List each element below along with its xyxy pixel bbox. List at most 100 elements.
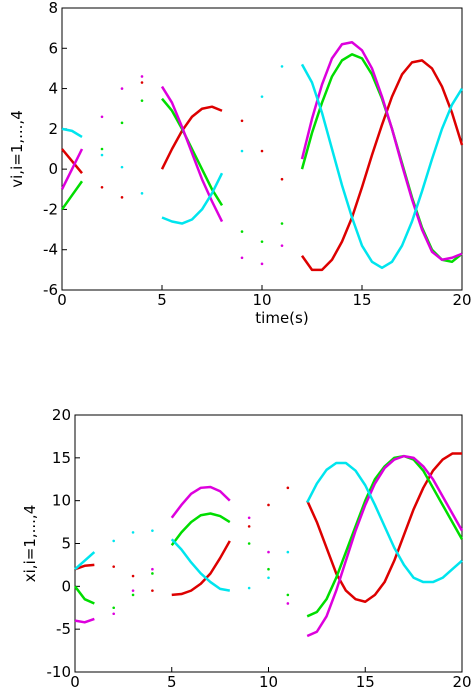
series-line bbox=[74, 585, 95, 605]
x-tick-label: 0 bbox=[57, 291, 67, 309]
data-point bbox=[267, 503, 270, 507]
plot-frame bbox=[74, 414, 463, 673]
data-point bbox=[280, 222, 284, 225]
x-tick-label: 15 bbox=[356, 673, 375, 688]
data-point bbox=[247, 525, 251, 528]
data-point bbox=[131, 574, 135, 578]
data-point bbox=[131, 531, 135, 534]
data-point bbox=[151, 567, 154, 571]
data-point bbox=[286, 602, 290, 605]
series-line bbox=[170, 512, 231, 546]
y-tick-label: -4 bbox=[43, 241, 58, 259]
y-tick-label: -6 bbox=[43, 281, 58, 299]
data-point bbox=[286, 486, 290, 490]
series-line bbox=[306, 461, 463, 584]
series-line bbox=[306, 452, 462, 604]
y-axis-label: xi,i=1,...,4 bbox=[21, 505, 39, 582]
data-point bbox=[151, 572, 154, 575]
data-point bbox=[112, 539, 115, 543]
x-tick-label: 10 bbox=[252, 291, 271, 309]
x-tick-label: 0 bbox=[70, 673, 80, 688]
data-point bbox=[286, 593, 290, 597]
data-point bbox=[140, 75, 144, 78]
y-tick-label: 2 bbox=[48, 120, 58, 138]
series-line bbox=[306, 454, 464, 638]
data-point bbox=[140, 99, 144, 102]
y-tick-label: 8 bbox=[48, 0, 58, 17]
series-line bbox=[300, 53, 463, 264]
series-line bbox=[60, 148, 84, 190]
data-point bbox=[260, 240, 264, 243]
data-point bbox=[112, 606, 115, 610]
data-point bbox=[100, 153, 104, 157]
x-tick-label: 20 bbox=[452, 673, 471, 688]
data-point bbox=[120, 165, 124, 169]
data-point bbox=[247, 586, 251, 590]
series-line bbox=[60, 180, 84, 211]
series-line bbox=[306, 454, 464, 618]
series-line bbox=[160, 105, 223, 170]
x-tick-label: 5 bbox=[157, 291, 167, 309]
series-line bbox=[160, 85, 224, 223]
y-tick-label: -5 bbox=[56, 620, 71, 638]
data-point bbox=[260, 149, 264, 153]
data-point bbox=[100, 115, 104, 119]
data-point bbox=[140, 81, 144, 84]
data-point bbox=[120, 121, 124, 125]
series-line bbox=[300, 59, 464, 272]
x-tick-label: 20 bbox=[452, 291, 471, 309]
data-point bbox=[280, 244, 284, 247]
x-tick-label: 10 bbox=[259, 673, 278, 688]
data-point bbox=[240, 119, 244, 123]
data-point bbox=[151, 589, 154, 592]
data-point bbox=[131, 589, 135, 592]
x-axis-label: time(s) bbox=[255, 309, 308, 327]
series-line bbox=[61, 127, 83, 138]
data-point bbox=[247, 542, 251, 545]
y-tick-label: 0 bbox=[61, 577, 71, 595]
data-point bbox=[247, 516, 251, 520]
data-point bbox=[240, 149, 244, 153]
data-point bbox=[151, 529, 154, 532]
series-line bbox=[61, 148, 83, 174]
data-point bbox=[120, 87, 124, 90]
data-point bbox=[100, 147, 104, 151]
y-axis-label: vi,i=1,...,4 bbox=[8, 110, 26, 187]
data-point bbox=[260, 262, 264, 266]
series-line bbox=[161, 172, 224, 225]
y-tick-label: 0 bbox=[48, 160, 58, 178]
data-point bbox=[240, 230, 244, 233]
data-point bbox=[260, 95, 264, 98]
series-line bbox=[300, 40, 463, 262]
data-point bbox=[267, 567, 270, 571]
data-point bbox=[131, 593, 135, 597]
y-tick-label: 10 bbox=[52, 492, 71, 510]
y-tick-label: 5 bbox=[61, 535, 71, 553]
x-tick-label: 5 bbox=[167, 673, 177, 688]
data-point bbox=[280, 177, 284, 181]
series-line bbox=[170, 538, 231, 592]
series-line bbox=[161, 97, 224, 207]
data-point bbox=[267, 576, 270, 580]
data-point bbox=[240, 256, 244, 260]
data-point bbox=[280, 65, 284, 68]
series-line bbox=[170, 485, 231, 519]
series-line bbox=[300, 63, 464, 270]
y-tick-label: -10 bbox=[47, 663, 72, 681]
series-line bbox=[74, 563, 95, 571]
data-point bbox=[112, 612, 115, 616]
data-point bbox=[267, 550, 270, 554]
series-line bbox=[74, 551, 96, 571]
series-line bbox=[171, 540, 231, 597]
data-point bbox=[112, 565, 115, 568]
data-point bbox=[120, 196, 124, 199]
y-tick-label: 15 bbox=[52, 449, 71, 467]
y-tick-label: 6 bbox=[48, 39, 58, 57]
data-point bbox=[100, 185, 104, 189]
data-point bbox=[286, 550, 290, 554]
y-tick-label: 4 bbox=[48, 80, 58, 98]
y-tick-label: -2 bbox=[43, 200, 58, 218]
y-tick-label: 20 bbox=[52, 406, 71, 424]
data-point bbox=[140, 192, 144, 195]
